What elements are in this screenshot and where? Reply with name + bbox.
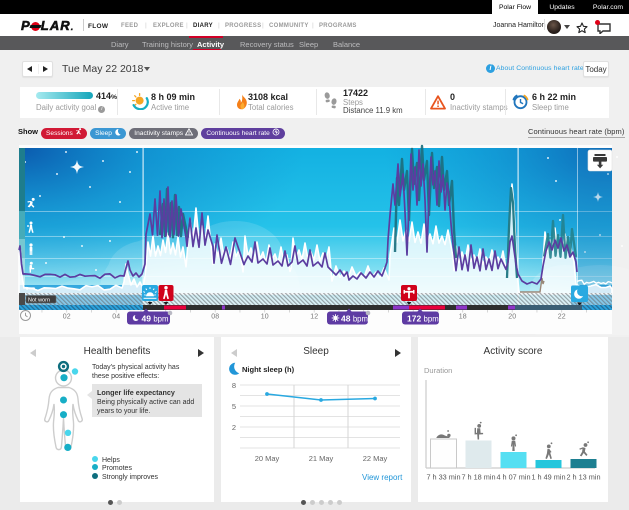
svg-text:7 h 33 min: 7 h 33 min bbox=[426, 473, 460, 482]
svg-text:02: 02 bbox=[63, 314, 71, 321]
svg-text:04: 04 bbox=[112, 314, 120, 321]
svg-text:20 May: 20 May bbox=[255, 454, 280, 463]
svg-text:2: 2 bbox=[232, 423, 236, 432]
svg-text:21 May: 21 May bbox=[309, 454, 334, 463]
svg-text:2 h 13 min: 2 h 13 min bbox=[566, 473, 600, 482]
svg-text:7 h 18 min: 7 h 18 min bbox=[461, 473, 495, 482]
svg-text:172 bpm: 172 bpm bbox=[407, 313, 439, 323]
svg-text:22: 22 bbox=[558, 314, 566, 321]
svg-text:48 bpm: 48 bpm bbox=[341, 313, 368, 323]
svg-text:5: 5 bbox=[232, 402, 236, 411]
svg-text:18: 18 bbox=[459, 314, 467, 321]
svg-text:08: 08 bbox=[211, 314, 219, 321]
svg-text:Not worn: Not worn bbox=[28, 297, 50, 303]
svg-text:49 bpm: 49 bpm bbox=[142, 313, 169, 323]
svg-text:1 h 49 min: 1 h 49 min bbox=[531, 473, 565, 482]
svg-text:4 h 07 min: 4 h 07 min bbox=[496, 473, 530, 482]
svg-text:12: 12 bbox=[310, 314, 318, 321]
svg-text:8: 8 bbox=[232, 381, 236, 390]
svg-text:10: 10 bbox=[261, 314, 269, 321]
svg-text:22 May: 22 May bbox=[363, 454, 388, 463]
svg-text:20: 20 bbox=[508, 314, 516, 321]
